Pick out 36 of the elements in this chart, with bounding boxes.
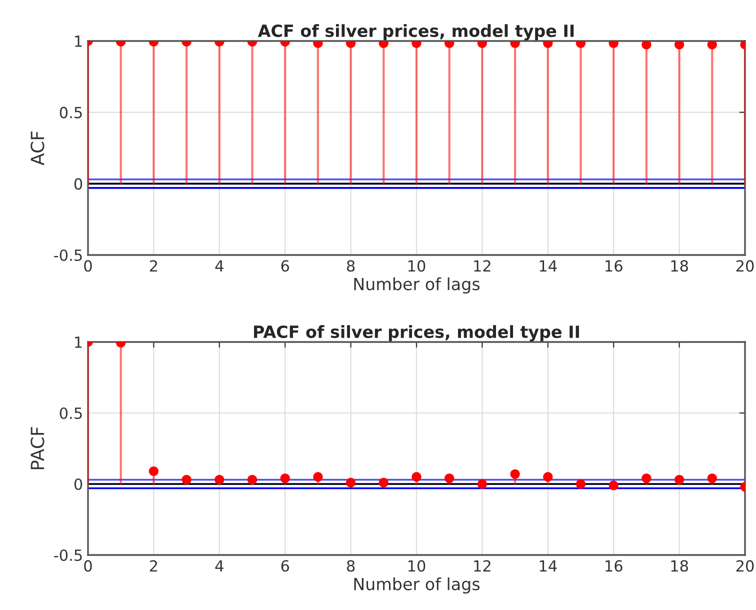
x-tick-label: 10 [408,260,426,272]
x-tick-label: 2 [150,560,158,572]
y-tick-label: -0.5 [54,549,82,562]
x-tick-label: 0 [84,560,92,572]
x-axis-title: Number of lags [354,577,480,594]
y-tick-label: 0 [74,478,82,490]
x-tick-label: 4 [215,260,224,272]
x-tick-label: 14 [540,260,557,272]
y-axis-title: PACF [30,427,44,470]
x-tick-label: 12 [474,560,490,572]
x-tick-label: 12 [474,260,490,272]
y-axis-title: ACF [30,132,44,166]
x-tick-label: 8 [346,260,355,272]
y-tick-label: 1 [75,36,82,47]
x-tick-label: 8 [346,560,355,572]
x-tick-label: 0 [84,260,92,272]
y-tick-label: -0.5 [54,249,82,262]
y-tick-label: 0.5 [60,407,82,420]
y-tick-label: 1 [75,336,82,348]
x-tick-label: 16 [606,560,622,572]
x-tick-label: 16 [606,260,622,272]
x-tick-label: 4 [215,560,224,572]
x-tick-label: 20 [736,560,754,572]
x-tick-label: 10 [408,560,426,572]
x-tick-label: 6 [281,560,289,572]
x-tick-label: 18 [671,560,688,572]
y-tick-label: 0.5 [60,106,82,118]
x-tick-label: 14 [540,560,557,572]
x-tick-label: 20 [736,260,754,272]
y-tick-label: 0 [74,178,82,190]
x-tick-label: 18 [671,260,688,272]
chart-title: ACF of silver prices, model type II [258,24,574,40]
x-axis-title: Number of lags [354,277,480,294]
x-tick-label: 2 [150,260,158,272]
x-tick-label: 6 [281,260,289,272]
chart-title: PACF of silver prices, model type II [254,325,579,342]
